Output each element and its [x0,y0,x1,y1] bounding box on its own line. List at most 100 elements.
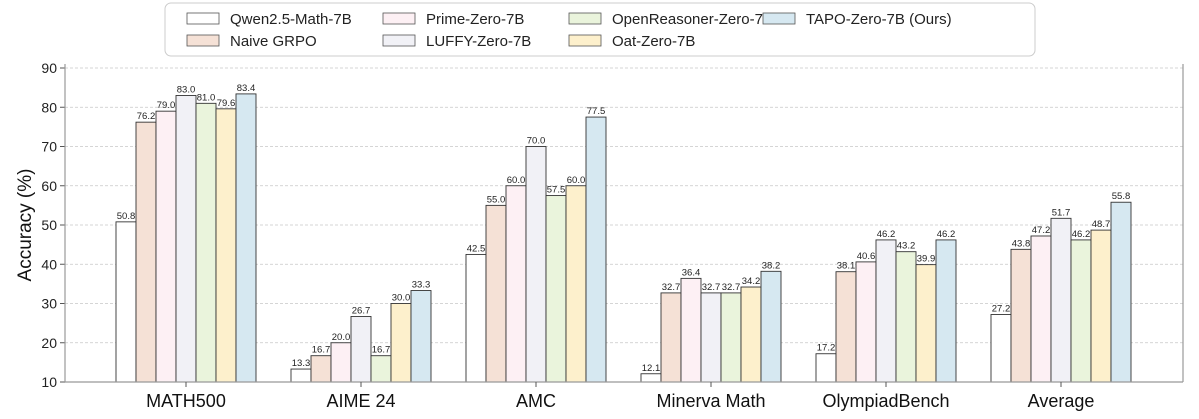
data-label: 57.5 [547,185,566,196]
data-label: 16.7 [312,345,331,356]
legend-swatch [186,34,220,47]
data-label: 48.7 [1092,219,1111,230]
bar-naive-grpo [1010,248,1032,383]
bar-openreasoner-zero-7b [370,355,392,383]
bar-qwen2-5-math-7b [815,353,837,383]
data-label: 38.2 [762,260,781,271]
bar-naive-grpo [835,271,857,383]
data-label: 34.2 [742,276,761,287]
data-label: 20.0 [332,332,351,343]
y-tick-label: 30 [41,296,57,312]
legend-box [164,2,1036,57]
data-label: 76.2 [137,111,156,122]
legend-label: Oat-Zero-7B [612,33,695,50]
y-tick-label: 10 [41,374,57,390]
bar-luffy-zero-7b [525,146,547,383]
legend-label: LUFFY-Zero-7B [426,33,531,50]
legend-label: Naive GRPO [230,33,317,50]
data-label: 32.7 [722,282,741,293]
bar-prime-zero-7b [680,277,702,383]
y-tick-label: 90 [41,60,57,76]
bar-tapo-zero-7b-ours- [1110,201,1132,383]
bar-luffy-zero-7b [175,95,197,383]
x-tick-label: Average [1028,391,1095,411]
bar-prime-zero-7b [505,185,527,383]
bar-luffy-zero-7b [350,316,372,383]
data-label: 27.2 [992,303,1011,314]
data-label: 40.6 [857,251,876,262]
data-label: 32.7 [662,282,681,293]
data-label: 43.8 [1012,238,1031,249]
x-tick-label: OlympiadBench [822,391,949,411]
data-label: 30.0 [392,293,411,304]
bar-oat-zero-7b [565,185,587,383]
bar-prime-zero-7b [330,342,352,383]
bar-openreasoner-zero-7b [895,251,917,383]
x-tick-label: MATH500 [146,391,226,411]
x-tick-label: AIME 24 [326,391,395,411]
data-label: 43.2 [897,241,916,252]
bar-tapo-zero-7b-ours- [935,239,957,383]
data-label: 55.0 [487,194,506,205]
bar-naive-grpo [310,355,332,383]
bar-prime-zero-7b [1030,235,1052,383]
legend-label: TAPO-Zero-7B (Ours) [806,11,952,28]
data-label: 77.5 [587,106,606,117]
bar-naive-grpo [660,292,682,383]
bar-tapo-zero-7b-ours- [585,116,607,383]
bar-prime-zero-7b [855,261,877,383]
legend-label: Prime-Zero-7B [426,11,524,28]
y-tick-label: 40 [41,256,57,272]
data-label: 46.2 [877,229,896,240]
bar-naive-grpo [485,204,507,383]
y-tick-label: 70 [41,139,57,155]
data-label: 60.0 [507,175,526,186]
data-label: 83.4 [237,83,256,94]
legend-label: OpenReasoner-Zero-7B [612,11,773,28]
bar-luffy-zero-7b [1050,217,1072,383]
legend-swatch [382,34,416,47]
x-tick-label: Minerva Math [656,391,765,411]
legend-swatch [382,12,416,25]
bar-openreasoner-zero-7b [1070,239,1092,383]
data-label: 81.0 [197,92,216,103]
bar-tapo-zero-7b-ours- [235,93,257,383]
data-label: 17.2 [817,343,836,354]
data-label: 26.7 [352,305,371,316]
y-tick-label: 80 [41,99,57,115]
x-tick-label: AMC [516,391,556,411]
data-label: 42.5 [467,243,486,254]
bar-luffy-zero-7b [875,239,897,383]
legend-swatch [568,12,602,25]
data-label: 33.3 [412,280,431,291]
bar-prime-zero-7b [155,110,177,383]
bar-openreasoner-zero-7b [195,102,217,383]
bar-oat-zero-7b [740,286,762,383]
bar-qwen2-5-math-7b [465,253,487,383]
y-tick-label: 20 [41,335,57,351]
y-axis-label: Accuracy (%) [15,169,36,282]
data-label: 47.2 [1032,225,1051,236]
bar-naive-grpo [135,121,157,383]
data-label: 79.0 [157,100,176,111]
bar-openreasoner-zero-7b [720,292,742,383]
bar-oat-zero-7b [215,108,237,383]
data-label: 36.4 [682,267,701,278]
data-label: 79.6 [217,98,236,109]
bar-qwen2-5-math-7b [640,373,662,383]
data-label: 46.2 [1072,229,1091,240]
bar-qwen2-5-math-7b [115,221,137,383]
data-label: 50.8 [117,211,136,222]
data-label: 38.1 [837,261,856,272]
y-tick-label: 60 [41,178,57,194]
data-label: 16.7 [372,345,391,356]
data-label: 51.7 [1052,207,1071,218]
data-label: 83.0 [177,84,196,95]
bar-tapo-zero-7b-ours- [410,290,432,383]
bar-oat-zero-7b [915,264,937,383]
bar-openreasoner-zero-7b [545,195,567,383]
y-tick-label: 50 [41,217,57,233]
legend-label: Qwen2.5-Math-7B [230,11,352,28]
bar-tapo-zero-7b-ours- [760,270,782,383]
